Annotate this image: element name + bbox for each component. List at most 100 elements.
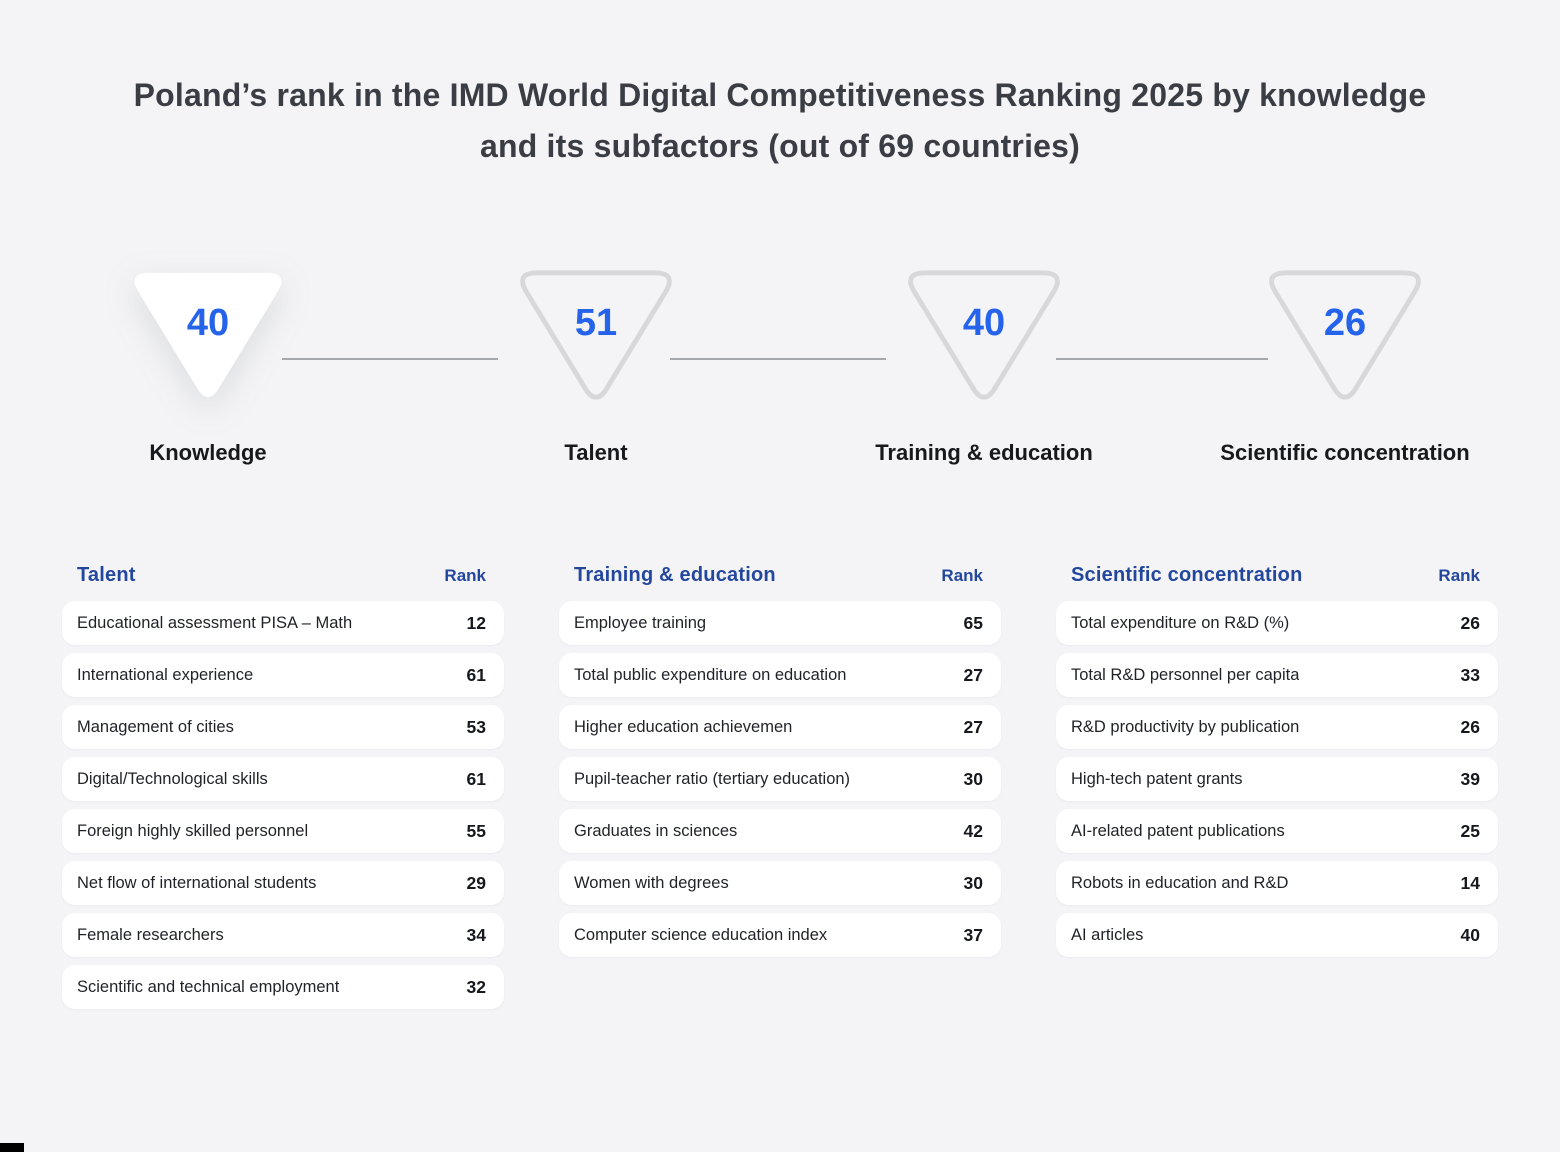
funnel-label-training-education: Training & education xyxy=(875,440,1093,466)
row-label: Management of cities xyxy=(77,717,234,736)
triangle-outline-icon xyxy=(1269,270,1421,400)
row-rank: 27 xyxy=(963,716,983,737)
row-rank: 34 xyxy=(466,924,486,945)
rank-column-header: Rank xyxy=(444,566,486,586)
table-scientific-concentration: Scientific concentration Rank Total expe… xyxy=(1056,564,1498,1017)
funnel-marker-talent: 51 xyxy=(505,266,687,413)
row-rank: 14 xyxy=(1460,872,1480,893)
table-row: Digital/Technological skills 61 xyxy=(62,757,504,802)
row-label: Total expenditure on R&D (%) xyxy=(1071,613,1290,632)
row-rank: 61 xyxy=(466,664,486,685)
row-rank: 25 xyxy=(1460,820,1480,841)
table-row: Pupil-teacher ratio (tertiary education)… xyxy=(559,757,1001,802)
table-row: High-tech patent grants 39 xyxy=(1056,757,1498,802)
table-row: Female researchers 34 xyxy=(62,913,504,958)
table-talent: Talent Rank Educational assessment PISA … xyxy=(62,564,504,1017)
row-rank: 42 xyxy=(963,820,983,841)
table-row: Computer science education index 37 xyxy=(559,913,1001,958)
row-label: Graduates in sciences xyxy=(574,821,738,840)
rank-column-header: Rank xyxy=(941,566,983,586)
row-label: Total R&D personnel per capita xyxy=(1071,665,1300,684)
table-title: Talent xyxy=(77,564,136,587)
row-label: Employee training xyxy=(574,613,707,632)
row-label: AI articles xyxy=(1071,925,1144,944)
row-rank: 39 xyxy=(1460,768,1480,789)
table-header: Talent Rank xyxy=(62,564,504,587)
row-label: International experience xyxy=(77,665,254,684)
row-rank: 27 xyxy=(963,664,983,685)
row-rank: 12 xyxy=(466,612,486,633)
row-rank: 37 xyxy=(963,924,983,945)
table-row: AI-related patent publications 25 xyxy=(1056,809,1498,854)
table-header: Scientific concentration Rank xyxy=(1056,564,1498,587)
table-row: Graduates in sciences 42 xyxy=(559,809,1001,854)
table-row: Total expenditure on R&D (%) 26 xyxy=(1056,601,1498,646)
row-label: Female researchers xyxy=(77,925,224,944)
row-label: Total public expenditure on education xyxy=(574,665,847,684)
funnel-label-knowledge: Knowledge xyxy=(149,440,267,466)
table-row: Educational assessment PISA – Math 12 xyxy=(62,601,504,646)
table-header: Training & education Rank xyxy=(559,564,1001,587)
table-row: Total R&D personnel per capita 33 xyxy=(1056,653,1498,698)
rank-value-talent: 51 xyxy=(574,302,618,345)
funnel-section: 40 51 40 26 Knowledge Talent Training & … xyxy=(0,266,1560,478)
connector-line xyxy=(670,358,886,361)
row-rank: 32 xyxy=(466,976,486,997)
triangle-filled-icon xyxy=(134,273,282,398)
rank-value-training-education: 40 xyxy=(962,302,1006,345)
table-row: Foreign highly skilled personnel 55 xyxy=(62,809,504,854)
row-label: Pupil-teacher ratio (tertiary education) xyxy=(574,769,851,788)
row-rank: 29 xyxy=(466,872,486,893)
table-title: Training & education xyxy=(574,564,776,587)
row-rank: 33 xyxy=(1460,664,1480,685)
table-row: R&D productivity by publication 26 xyxy=(1056,705,1498,750)
table-row: Women with degrees 30 xyxy=(559,861,1001,906)
funnel-marker-scientific-concentration: 26 xyxy=(1254,266,1436,413)
row-rank: 53 xyxy=(466,716,486,737)
row-label: Digital/Technological skills xyxy=(77,769,268,788)
row-rank: 26 xyxy=(1460,716,1480,737)
funnel-marker-training-education: 40 xyxy=(893,266,1075,413)
table-row: Management of cities 53 xyxy=(62,705,504,750)
funnel-marker-knowledge: 40 xyxy=(117,266,299,413)
table-row: AI articles 40 xyxy=(1056,913,1498,958)
row-label: AI-related patent publications xyxy=(1071,821,1285,840)
tables-section: Talent Rank Educational assessment PISA … xyxy=(62,564,1498,1017)
rank-value-knowledge: 40 xyxy=(186,302,230,345)
table-row: Employee training 65 xyxy=(559,601,1001,646)
screen-artifact-black-bar xyxy=(0,1143,24,1152)
funnel-label-talent: Talent xyxy=(564,440,628,466)
row-label: Higher education achievemen xyxy=(574,717,793,736)
row-label: R&D productivity by publication xyxy=(1071,717,1300,736)
rank-column-header: Rank xyxy=(1438,566,1480,586)
row-label: Robots in education and R&D xyxy=(1071,873,1289,892)
row-rank: 30 xyxy=(963,768,983,789)
row-label: Scientific and technical employment xyxy=(77,977,340,996)
row-label: Net flow of international students xyxy=(77,873,317,892)
table-row: International experience 61 xyxy=(62,653,504,698)
row-label: Educational assessment PISA – Math xyxy=(77,613,353,632)
infographic-canvas: Poland’s rank in the IMD World Digital C… xyxy=(0,70,1560,1152)
table-title: Scientific concentration xyxy=(1071,564,1303,587)
triangle-outline-icon xyxy=(520,270,672,400)
row-rank: 26 xyxy=(1460,612,1480,633)
connector-line xyxy=(282,358,498,361)
row-label: Women with degrees xyxy=(574,873,729,892)
funnel-label-scientific-concentration: Scientific concentration xyxy=(1220,440,1470,466)
row-label: High-tech patent grants xyxy=(1071,769,1243,788)
table-row: Scientific and technical employment 32 xyxy=(62,965,504,1010)
connector-line xyxy=(1056,358,1268,361)
row-label: Foreign highly skilled personnel xyxy=(77,821,309,840)
row-rank: 40 xyxy=(1460,924,1480,945)
table-row: Total public expenditure on education 27 xyxy=(559,653,1001,698)
page-title: Poland’s rank in the IMD World Digital C… xyxy=(133,77,1427,165)
row-label: Computer science education index xyxy=(574,925,828,944)
row-rank: 61 xyxy=(466,768,486,789)
row-rank: 65 xyxy=(963,612,983,633)
table-row: Higher education achievemen 27 xyxy=(559,705,1001,750)
table-row: Net flow of international students 29 xyxy=(62,861,504,906)
table-row: Robots in education and R&D 14 xyxy=(1056,861,1498,906)
rank-value-scientific-concentration: 26 xyxy=(1323,302,1367,345)
table-training-education: Training & education Rank Employee train… xyxy=(559,564,1001,1017)
row-rank: 30 xyxy=(963,872,983,893)
